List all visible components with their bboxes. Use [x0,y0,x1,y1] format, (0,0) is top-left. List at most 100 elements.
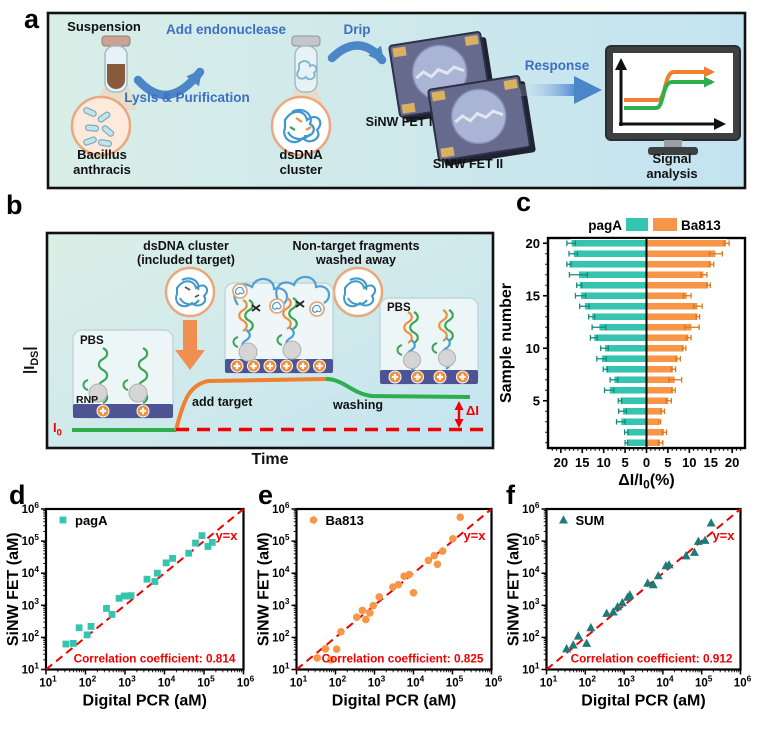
data-point-f [643,578,653,587]
data-point-d [151,578,159,585]
x-tick-label: 102 [329,674,347,689]
c-x-tick-label: 5 [621,455,628,470]
bar-pagA-sample-11 [593,333,647,343]
x-tick-label: 102 [579,674,597,689]
errorbar-pagA-sample-16 [576,282,583,289]
errorbar-pagA-sample-18 [566,261,572,268]
data-point-e [409,589,418,597]
errorbar-Ba813-sample-12 [683,324,700,331]
legend-marker-d [59,516,67,524]
data-point-f [617,597,627,607]
c-x-tick-label: 15 [575,455,589,470]
bacillus-anthracis-icon [70,95,132,157]
y-tick-label: 105 [22,533,40,548]
y-tick-label: 103 [522,597,540,612]
data-point-d [153,569,161,577]
data-point-e [424,556,433,565]
legend-label-d: pagA [75,513,108,528]
y-axis-label-e: SiNW FET (aM) [256,532,273,646]
errorbar-Ba813-sample-5 [665,397,672,404]
y-axis-label-d: SiNW FET (aM) [5,532,22,646]
identity-label-d: y=x [215,528,238,543]
data-point-e [449,534,457,543]
errorbar-pagA-sample-14 [579,303,590,310]
data-point-d [162,559,170,567]
cluster-callout-label: dsDNA cluster (included target) [137,239,235,267]
data-point-f [625,590,635,599]
errorbar-pagA-sample-11 [589,334,598,341]
data-point-e [369,601,378,610]
c-y-tick-label: 5 [533,393,540,408]
data-point-d [192,539,199,547]
bar-Ba813-sample-11 [646,333,690,343]
bar-Ba813-sample-5 [646,396,670,406]
data-point-e [313,654,322,662]
y-tick-label: 101 [272,661,290,676]
dsdna-cluster-callout-icon [164,266,216,370]
legend-marker-e [309,516,318,524]
c-x-tick-label: 5 [664,455,671,470]
y-tick-label: 102 [522,629,540,644]
errorbar-Ba813-sample-2 [661,429,668,436]
data-point-e [394,580,403,589]
data-point-f [700,535,710,544]
bar-pagA-sample-13 [591,312,648,322]
y-tick-label: 101 [22,661,40,676]
data-point-f [586,622,596,632]
y-tick-label: 103 [22,597,40,612]
x-tick-label: 101 [540,674,558,689]
y-tick-label: 103 [272,597,290,612]
errorbar-Ba813-sample-13 [695,313,701,320]
x-tick-label: 103 [118,674,136,689]
data-point-f [648,580,658,589]
data-point-d [108,611,116,618]
data-point-d [198,532,206,540]
drip-label: Drip [343,22,371,37]
x-tick-label: 101 [290,674,308,689]
green-signal-curve [624,76,715,110]
data-point-d [103,605,110,612]
data-point-e [438,547,447,555]
suspension-label: Suspension [67,19,141,34]
c-x-tick-label: 20 [725,455,739,470]
data-point-e [362,615,370,624]
errorbar-Ba813-sample-14 [692,303,703,310]
errorbar-Ba813-sample-11 [686,334,692,341]
errorbar-pagA-sample-2 [624,429,629,436]
bar-Ba813-sample-20 [646,238,728,248]
data-point-d [169,554,176,562]
bar-pagA-sample-14 [583,301,647,311]
errorbar-Ba813-sample-19 [708,250,723,257]
identity-line-d [45,508,245,671]
data-point-d [185,549,193,557]
data-point-f [562,644,572,653]
bar-pagA-sample-9 [601,354,647,364]
ids-axis-label: |IDS| [21,346,41,374]
x-tick-label: 101 [39,674,57,689]
x-axis-label-f: Digital PCR (aM) [581,693,705,710]
errorbar-Ba813-sample-4 [660,408,666,415]
identity-line-e [295,508,493,671]
errorbar-pagA-sample-13 [588,313,596,320]
errorbar-Ba813-sample-16 [706,282,711,289]
lysis-arrow-icon [133,67,205,100]
data-point-e [321,645,330,653]
data-point-e [405,570,413,579]
bar-pagA-sample-5 [619,396,647,406]
x-tick-label: 105 [695,674,713,689]
x-tick-label: 104 [407,674,425,689]
c-x-tick-label: 20 [554,455,568,470]
data-point-d [208,539,216,546]
panel-b-label: b [6,190,23,220]
errorbar-pagA-sample-17 [568,271,589,278]
bar-Ba813-sample-6 [646,385,674,395]
data-point-d [75,624,83,632]
data-point-f [706,518,716,527]
pbs-rnp-box-icon [72,329,174,419]
i0-label: I0 [53,420,62,438]
data-point-e [337,627,345,636]
